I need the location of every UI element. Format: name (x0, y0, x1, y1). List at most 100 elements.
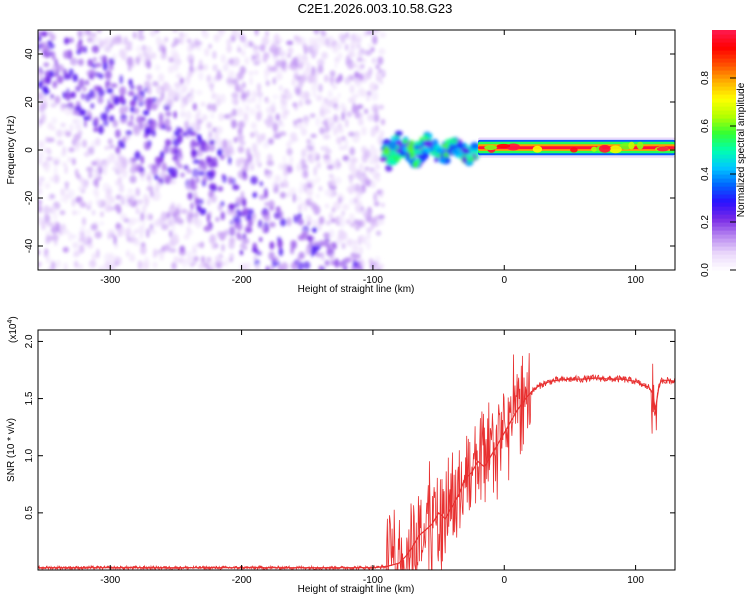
spectrogram-cell (94, 116, 99, 125)
spectrogram-cell (252, 177, 258, 183)
spectrogram-cell (115, 129, 121, 139)
spectrogram-cell (242, 233, 247, 240)
colorbar-step (712, 114, 736, 119)
spectrogram-cell (119, 74, 124, 85)
spectrogram-cell (359, 246, 363, 255)
colorbar-step (712, 166, 736, 171)
spectrogram-cell (79, 177, 85, 184)
spectrogram-cell (204, 30, 209, 39)
spectrogram-cell (427, 133, 433, 139)
spectrogram-cell (152, 81, 159, 87)
spectrogram-cell (79, 45, 87, 53)
spectrogram-cell (128, 159, 133, 165)
spectrogram-cell (265, 30, 269, 37)
spectrogram-cell (249, 76, 253, 86)
y-tick-label: 0 (24, 147, 35, 153)
spectrogram-cell (379, 32, 387, 38)
spectrogram-cell (50, 261, 56, 270)
spectrogram-cell (50, 103, 57, 108)
spectrogram-cell (248, 40, 252, 48)
spectrogram-cell (355, 209, 363, 214)
spectrogram-cell (199, 208, 207, 215)
spectrogram-cell (301, 57, 309, 65)
colorbar-step (712, 198, 736, 203)
spectrogram-cell (54, 165, 58, 176)
spectrogram-cell (159, 151, 165, 159)
colorbar-step (712, 34, 736, 39)
spectrogram-cell (312, 43, 319, 53)
spectrogram-cell (324, 38, 330, 47)
spectrogram-cell (127, 90, 135, 97)
y-tick-label: 2.0 (24, 334, 35, 348)
spectrogram-cell (358, 162, 364, 172)
spectrogram-cell (117, 176, 122, 185)
spectrogram-cell (354, 245, 360, 253)
spectrogram-cell (75, 105, 82, 112)
snr-scale-label: (x104) (7, 316, 19, 343)
spectrogram-cell (165, 111, 172, 117)
y-tick-label: -20 (24, 190, 35, 205)
spectrogram-cell (123, 218, 130, 223)
spectrogram-cell (355, 203, 362, 211)
spectrogram-cell (376, 189, 381, 195)
spectrogram-cell (93, 57, 97, 62)
spectrogram-cell (65, 92, 71, 101)
colorbar-step (712, 86, 736, 91)
spectrogram-cell (254, 130, 259, 137)
spectrogram-cell (375, 64, 380, 70)
spectrogram-cell (197, 198, 204, 205)
spectrogram-cell (372, 172, 379, 180)
spectrogram-cell (180, 208, 188, 214)
spectrogram-cell (379, 190, 384, 197)
colorbar-step (712, 46, 736, 51)
spectrogram-cell (67, 157, 73, 163)
colorbar-step (712, 134, 736, 139)
spectrogram-cell (264, 189, 268, 199)
spectrogram-cell (135, 45, 143, 53)
spectrogram-cell (263, 141, 270, 149)
spectrogram-cell (237, 127, 243, 136)
spectrogram-cell (142, 205, 147, 214)
spectrogram-cell (83, 151, 90, 157)
spectrogram-cell (308, 37, 316, 46)
spectrogram-cell (302, 232, 306, 239)
colorbar-step (712, 70, 736, 75)
spectrogram-cell (341, 242, 346, 250)
spectrogram-cell (361, 209, 366, 215)
spectrogram-cell (368, 169, 373, 175)
spectrogram-cell (352, 62, 358, 68)
spectrogram-cell (97, 88, 105, 97)
spectrogram-cell (247, 208, 254, 215)
spectrogram-cell (332, 84, 338, 90)
spectrogram-cell (341, 135, 346, 141)
spectrogram-cell (147, 97, 154, 106)
spectrogram-cell (196, 204, 202, 213)
spectrogram-cell (323, 232, 330, 239)
spectrogram-cell (158, 112, 164, 122)
spectrogram-cell (43, 147, 52, 153)
spectrogram-cell (271, 65, 278, 73)
spectrogram-cell (354, 37, 362, 43)
spectrogram-cell (115, 146, 121, 154)
spectrogram-cell (137, 94, 143, 103)
spectrogram-cell (341, 111, 345, 121)
spectrogram-cell (126, 233, 130, 242)
spectrogram-cell (334, 258, 339, 269)
spectrogram-cell (287, 47, 294, 55)
spectrogram-cell (303, 147, 310, 153)
spectrogram-cell (317, 58, 325, 67)
spectrogram-cell (412, 160, 419, 168)
spectrogram-cell (141, 44, 147, 52)
spectrogram-cell (53, 174, 60, 184)
spectrogram-cell (99, 55, 104, 61)
spectrogram-cell (122, 160, 128, 169)
spectrogram-cell (172, 63, 179, 72)
spectrogram-cell (78, 58, 84, 66)
spectrogram-cell (256, 136, 262, 145)
spectrogram-cell (366, 95, 370, 102)
spectrogram-cell (46, 252, 50, 261)
colorbar-tick-label: 0.8 (700, 71, 711, 85)
spectrogram-cell (313, 166, 317, 177)
spectrogram-cell (291, 78, 296, 86)
